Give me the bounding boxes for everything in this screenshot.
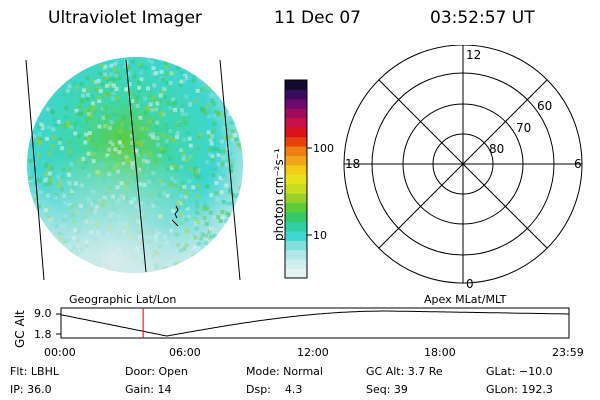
- altitude-timeline: [56, 307, 570, 339]
- lat-label-80: 80: [489, 142, 504, 156]
- observation-time: 03:52:57 UT: [430, 8, 535, 28]
- mlt-label-6: 6: [574, 157, 582, 171]
- colorbar-swatch: [285, 240, 307, 251]
- status-seq: Seq: 39: [366, 383, 408, 396]
- y-tick-9: 9.0: [34, 307, 52, 320]
- status-gain: Gain: 14: [125, 383, 172, 396]
- mlt-label-18: 18: [345, 157, 360, 171]
- colorbar-tick-10: 10: [313, 229, 327, 242]
- x-tick-1800: 18:00: [424, 346, 456, 359]
- colorbar: [284, 79, 312, 279]
- lat-label-70: 70: [516, 121, 531, 135]
- colorbar-swatch: [285, 174, 307, 185]
- x-tick-1200: 12:00: [297, 346, 329, 359]
- colorbar-swatch: [285, 183, 307, 194]
- x-tick-2359: 23:59: [552, 346, 584, 359]
- lat-label-60: 60: [537, 99, 552, 113]
- uv-earth-image: [25, 57, 243, 281]
- status-gc-alt: GC Alt: 3.7 Re: [366, 365, 443, 378]
- observation-date: 11 Dec 07: [274, 8, 361, 28]
- colorbar-swatch: [285, 127, 307, 138]
- x-tick-0600: 06:00: [169, 346, 201, 359]
- longitude-line: [219, 59, 241, 281]
- colorbar-swatch: [285, 259, 307, 270]
- status-mode: Mode: Normal: [246, 365, 323, 378]
- colorbar-swatch: [285, 155, 307, 166]
- colorbar-swatch: [285, 146, 307, 156]
- colorbar-swatch: [285, 193, 307, 204]
- x-tick-0000: 00:00: [44, 346, 76, 359]
- status-door: Door: Open: [125, 365, 188, 378]
- mlt-label-0: 0: [466, 277, 474, 290]
- uv-pixel: [134, 272, 139, 273]
- colorbar-swatch: [285, 249, 307, 260]
- apex-label: Apex MLat/MLT: [424, 293, 507, 306]
- status-filter: Flt: LBHL: [10, 365, 59, 378]
- timeline-y-title: GC Alt: [13, 310, 27, 348]
- status-glon: GLon: 192.3: [486, 383, 553, 396]
- colorbar-swatch: [285, 202, 307, 213]
- y-tick-1.8: 1.8: [34, 328, 52, 341]
- geographic-label: Geographic Lat/Lon: [69, 293, 177, 306]
- colorbar-swatch: [285, 136, 307, 147]
- colorbar-swatch: [285, 230, 307, 241]
- polar-plot: 12 18 6 0 60 70 80: [343, 45, 583, 290]
- colorbar-swatch: [285, 164, 307, 175]
- colorbar-swatch: [285, 89, 307, 100]
- status-glat: GLat: −10.0: [486, 365, 553, 378]
- colorbar-tick-100: 100: [313, 142, 334, 155]
- instrument-title: Ultraviolet Imager: [48, 8, 202, 28]
- colorbar-label: photon cm⁻²s⁻¹: [272, 148, 286, 241]
- colorbar-swatch: [285, 80, 307, 90]
- coastline-mark: [171, 205, 179, 227]
- status-ip: IP: 36.0: [10, 383, 52, 396]
- longitude-line: [25, 59, 45, 281]
- colorbar-swatch: [285, 117, 307, 128]
- mlt-label-12: 12: [466, 48, 481, 62]
- colorbar-swatch: [285, 268, 307, 279]
- status-dsp: Dsp: 4.3: [246, 383, 303, 396]
- colorbar-swatch: [285, 98, 307, 109]
- colorbar-swatch: [285, 212, 307, 222]
- altitude-curve: [60, 310, 569, 337]
- colorbar-scale: [285, 80, 307, 279]
- colorbar-swatch: [285, 108, 307, 119]
- longitude-line: [125, 59, 147, 273]
- colorbar-swatch: [285, 221, 307, 232]
